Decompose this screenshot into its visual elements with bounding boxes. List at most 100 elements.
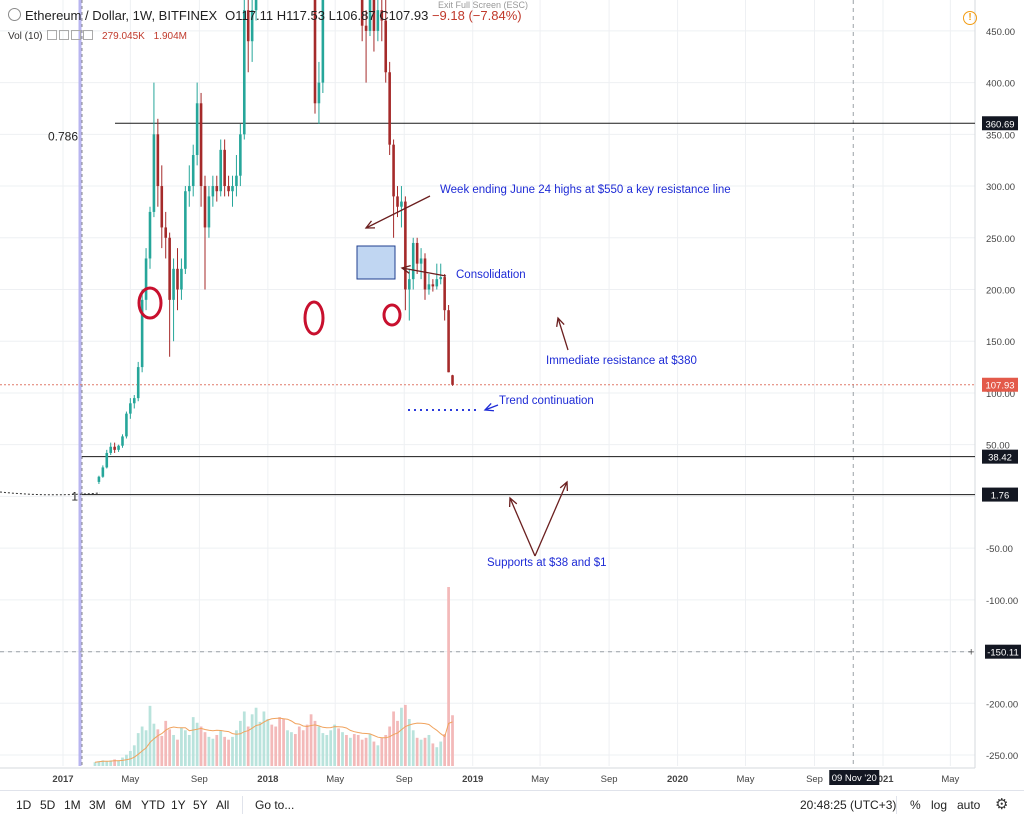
- crosshair-date-tag: [829, 770, 880, 785]
- volume-bar: [290, 732, 293, 766]
- candle-body: [380, 10, 384, 21]
- volume-bar: [215, 734, 219, 766]
- annotation-week-ending: Week ending June 24 highs at $550 a key …: [440, 184, 731, 196]
- percent-toggle[interactable]: %: [910, 798, 921, 812]
- toolbar-divider: [242, 796, 243, 814]
- candle-body: [101, 467, 105, 477]
- price-tag-label: -150.11: [987, 648, 1019, 659]
- price-tag: [985, 644, 1021, 659]
- clock-display[interactable]: 20:48:25 (UTC+3): [800, 798, 897, 812]
- gear-icon[interactable]: ⚙: [995, 796, 1009, 813]
- volume-bar: [105, 761, 109, 766]
- warning-icon[interactable]: !: [963, 11, 977, 25]
- candle-body: [384, 20, 388, 73]
- timeframe-6m[interactable]: 6M: [115, 798, 132, 812]
- volume-label: Vol (10): [8, 31, 43, 42]
- candle-body: [215, 186, 219, 192]
- highlight-circle: [303, 300, 325, 336]
- timeframe-all[interactable]: All: [216, 798, 230, 812]
- volume-bar: [411, 730, 415, 766]
- volume-bar: [199, 726, 203, 766]
- volume-bar: [443, 734, 447, 766]
- candle-body: [223, 149, 226, 187]
- candle-body: [105, 452, 109, 468]
- highlight-circle: [382, 303, 402, 327]
- x-tick-label: Sep: [191, 774, 208, 785]
- annotation-immediate-resistance: Immediate resistance at $380: [546, 355, 697, 367]
- volume-bar: [403, 704, 407, 766]
- arrow-trend-continuation: [484, 404, 499, 411]
- fib-level-label: 1: [71, 489, 78, 503]
- volume-header: Vol (10) 279.045K 1.904M: [8, 30, 187, 42]
- y-tick-label: 150.00: [986, 337, 1015, 348]
- volume-bar: [180, 727, 183, 766]
- close-icon[interactable]: [71, 30, 82, 40]
- candle-body: [313, 0, 317, 104]
- auto-toggle[interactable]: auto: [957, 798, 981, 812]
- more-icon[interactable]: [83, 30, 94, 40]
- exit-fullscreen-label[interactable]: Exit Full Screen (ESC): [438, 0, 529, 10]
- arrow-support-38-head: [559, 480, 569, 492]
- volume-bar: [148, 705, 152, 766]
- candle-body: [160, 186, 164, 228]
- price-tag-label: 38.42: [988, 453, 1012, 464]
- y-tick-label: -250.00: [986, 751, 1018, 762]
- volume-bar: [348, 737, 352, 766]
- timeframe-3m[interactable]: 3M: [89, 798, 106, 812]
- volume-bar: [447, 587, 450, 766]
- symbol-title[interactable]: Ethereum / Dollar, 1W, BITFINEX: [25, 8, 218, 23]
- x-tick-label: 2018: [257, 774, 278, 785]
- candle-body: [148, 211, 152, 259]
- candle-body: [195, 103, 199, 156]
- timeframe-1y[interactable]: 1Y: [171, 798, 186, 812]
- volume-bar: [329, 730, 333, 766]
- candle-body: [231, 186, 234, 192]
- log-toggle[interactable]: log: [931, 798, 948, 812]
- x-tick-label: May: [941, 774, 959, 785]
- timeframe-5d[interactable]: 5D: [40, 798, 56, 812]
- volume-bar: [258, 721, 262, 766]
- arrow-week-ending: [365, 195, 431, 229]
- volume-bar: [132, 745, 136, 766]
- annotation-supports: Supports at $38 and $1: [487, 557, 607, 569]
- volume-bar: [400, 707, 403, 766]
- volume-bar: [246, 726, 250, 766]
- goto-button[interactable]: Go to...: [255, 798, 295, 812]
- volume-bar: [152, 723, 156, 766]
- candle-body: [113, 446, 116, 450]
- y-tick-label: 250.00: [986, 234, 1015, 245]
- candle-body: [203, 186, 207, 228]
- timeframe-ytd[interactable]: YTD: [141, 798, 165, 812]
- volume-bar: [195, 722, 199, 766]
- visibility-icon[interactable]: [47, 30, 58, 40]
- timeframe-1m[interactable]: 1M: [64, 798, 81, 812]
- ohlc-high: H117.53: [276, 8, 325, 23]
- volume-bar: [164, 720, 168, 766]
- volume-bar: [423, 737, 427, 766]
- candle-body: [156, 134, 160, 187]
- price-chart[interactable]: 450.00400.00350.00300.00250.00200.00150.…: [0, 0, 1024, 790]
- settings-small-icon[interactable]: [59, 30, 70, 40]
- x-tick-label: May: [121, 774, 139, 785]
- volume-bar: [380, 737, 384, 766]
- arrow-immediate-resistance: [557, 317, 569, 351]
- timeframe-1d[interactable]: 1D: [16, 798, 32, 812]
- y-tick-label: 100.00: [986, 389, 1015, 400]
- volume-bar: [305, 724, 309, 766]
- x-tick-label: May: [326, 774, 344, 785]
- candle-body: [439, 277, 443, 280]
- candle-body: [211, 186, 215, 197]
- candle-body: [404, 201, 407, 290]
- volume-bar: [368, 734, 372, 766]
- candle-body: [109, 446, 113, 453]
- volume-bar: [207, 736, 211, 766]
- volume-bar: [211, 738, 215, 766]
- timeframe-5y[interactable]: 5Y: [193, 798, 208, 812]
- candle-body: [117, 445, 120, 450]
- volume-bar: [333, 724, 337, 766]
- volume-bar: [297, 726, 301, 766]
- volume-bar: [317, 726, 321, 766]
- volume-bar: [431, 743, 435, 766]
- pre-history-line: [0, 491, 101, 496]
- candle-body: [360, 0, 364, 26]
